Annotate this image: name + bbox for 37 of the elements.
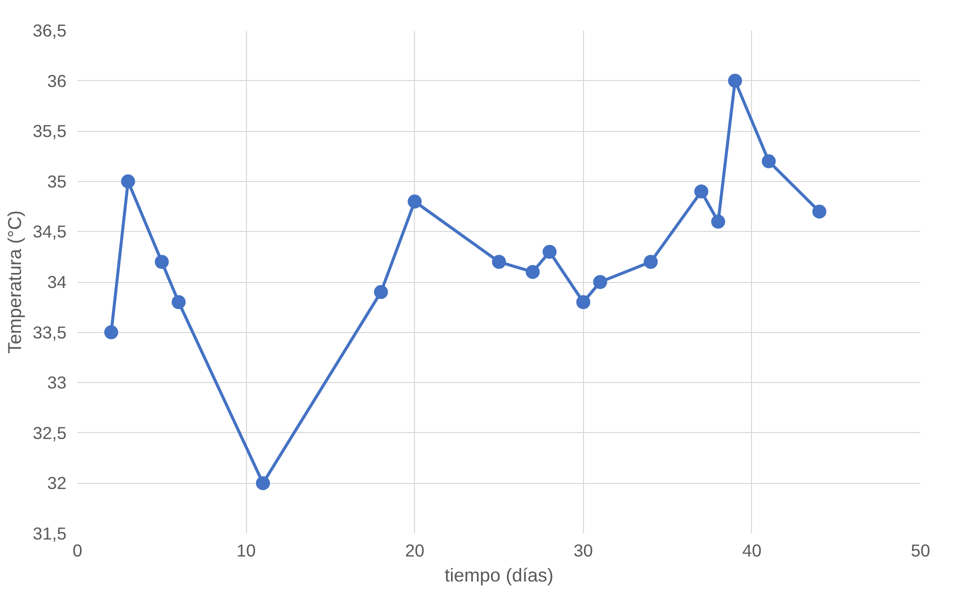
point <box>711 214 726 229</box>
y-tick-label: 36,5 <box>32 20 67 40</box>
point <box>154 254 169 269</box>
point <box>593 275 608 289</box>
y-tick-label: 32,5 <box>32 422 67 443</box>
point <box>104 325 118 340</box>
point <box>172 295 186 310</box>
point <box>374 285 388 300</box>
x-tick-label: 20 <box>405 540 424 560</box>
x-tick-label: 50 <box>910 540 930 560</box>
point <box>812 204 826 219</box>
y-axis-title: Temperatura (°C) <box>4 210 25 354</box>
point <box>762 154 776 168</box>
y-tick-label: 35,5 <box>32 121 67 142</box>
point <box>492 254 506 269</box>
y-tick-label: 34,5 <box>32 222 67 242</box>
point <box>542 244 557 259</box>
point <box>526 264 540 279</box>
x-tick-label: 10 <box>236 540 256 560</box>
x-tick-label: 30 <box>574 540 593 560</box>
x-axis-title: tiempo (días) <box>444 564 554 586</box>
y-tick-label: 33,5 <box>32 322 67 342</box>
y-tick-label: 34 <box>47 272 67 292</box>
x-tick-label: 40 <box>742 540 762 560</box>
point <box>644 254 658 269</box>
point <box>256 476 270 490</box>
point <box>408 194 422 209</box>
point <box>121 174 136 188</box>
x-tick-label: 0 <box>72 540 82 560</box>
point <box>694 184 708 198</box>
y-tick-label: 35 <box>47 171 67 192</box>
y-tick-label: 33 <box>47 372 67 393</box>
y-tick-label: 31,5 <box>32 524 67 544</box>
y-tick-label: 32 <box>47 473 67 494</box>
point <box>576 295 590 310</box>
point <box>728 74 742 88</box>
y-tick-label: 36 <box>47 70 67 91</box>
